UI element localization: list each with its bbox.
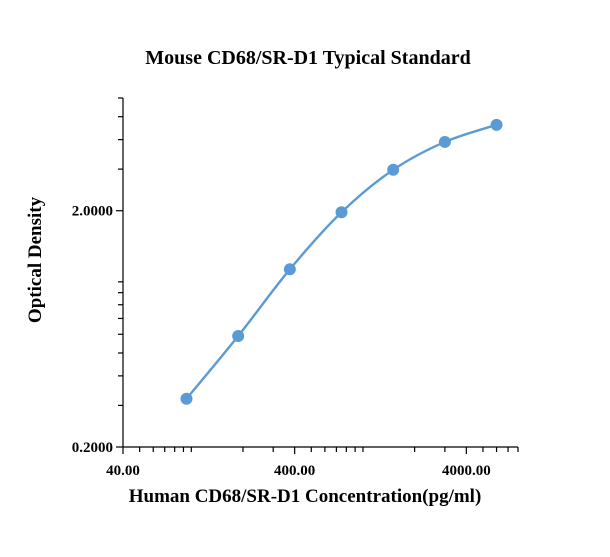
x-ticks <box>122 447 519 454</box>
y-tick-label: 0.2000 <box>72 440 113 456</box>
data-point <box>180 392 193 405</box>
data-point <box>232 329 245 342</box>
data-point <box>335 206 348 219</box>
x-tick-labels: 40.00 400.00 4000.00 <box>106 463 491 479</box>
x-tick-label: 4000.00 <box>442 463 491 479</box>
y-tick-label: 2.0000 <box>72 204 113 220</box>
y-axis-label: Optical Density <box>25 196 46 323</box>
data-points <box>180 118 503 405</box>
data-point <box>438 135 451 148</box>
data-point <box>283 263 296 276</box>
y-tick-labels: 0.2000 2.0000 <box>72 204 113 456</box>
chart-title: Mouse CD68/SR-D1 Typical Standard <box>145 47 470 69</box>
x-tick-label: 40.00 <box>106 463 140 479</box>
x-axis-label: Human CD68/SR-D1 Concentration(pg/ml) <box>129 486 482 507</box>
plot-area: 40.00 400.00 4000.00 0.2000 2.0000 <box>72 97 519 479</box>
series-fit-curve <box>185 123 498 400</box>
data-point <box>387 163 400 176</box>
x-tick-label: 400.00 <box>274 463 315 479</box>
data-point <box>490 118 503 131</box>
y-ticks <box>116 97 123 448</box>
